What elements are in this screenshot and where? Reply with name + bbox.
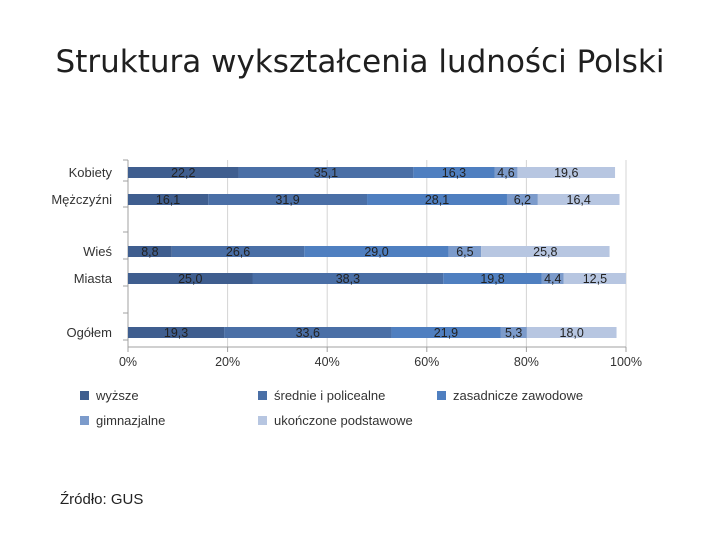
bar-segment xyxy=(128,246,172,257)
data-label: 29,0 xyxy=(364,245,388,259)
category-label: Wieś xyxy=(83,244,112,259)
category-label: Mężczyźni xyxy=(51,192,112,207)
category-label: Miasta xyxy=(74,271,113,286)
data-label: 31,9 xyxy=(275,193,299,207)
x-tick-label: 100% xyxy=(610,355,642,369)
bar-segment xyxy=(526,327,617,338)
bar-segment xyxy=(563,273,626,284)
data-label: 4,6 xyxy=(497,166,514,180)
data-label: 5,3 xyxy=(505,326,522,340)
legend-swatch xyxy=(80,416,89,425)
data-label: 26,6 xyxy=(226,245,250,259)
data-label: 28,1 xyxy=(425,193,449,207)
bar-segment xyxy=(391,327,501,338)
legend-label: zasadnicze zawodowe xyxy=(453,388,584,403)
stacked-bar-chart: 0% 20% 40% 60% 80% 100% Kobiety 22,2 35,1 16,3 4,6… xyxy=(51,159,642,369)
data-label: 8,8 xyxy=(141,245,158,259)
source-note: Źródło: GUS xyxy=(60,491,144,508)
page-title: Struktura wykształcenia ludności Polski xyxy=(55,44,665,80)
bar-segment xyxy=(208,194,368,205)
bar-segment xyxy=(500,327,527,338)
bar-segment xyxy=(304,246,449,257)
legend-item: średnie i policealne xyxy=(258,388,385,403)
legend-label: średnie i policealne xyxy=(274,388,386,403)
data-label: 19,8 xyxy=(480,272,504,286)
bar-segment xyxy=(224,327,392,338)
bar-segment xyxy=(517,167,616,178)
bar-segment xyxy=(506,194,538,205)
data-label: 19,6 xyxy=(554,166,578,180)
legend-item: zasadnicze zawodowe xyxy=(437,388,583,403)
data-label: 25,8 xyxy=(533,245,557,259)
legend-swatch xyxy=(258,416,267,425)
x-tick-label: 0% xyxy=(119,355,137,369)
data-label: 21,9 xyxy=(434,326,458,340)
bar-segment xyxy=(171,246,305,257)
bar-segment xyxy=(537,194,620,205)
bar-segment xyxy=(541,273,564,284)
legend-label: ukończone podstawowe xyxy=(274,413,413,428)
legend-swatch xyxy=(80,391,89,400)
data-label: 25,0 xyxy=(178,272,202,286)
x-tick-label: 20% xyxy=(215,355,240,369)
bar-segment xyxy=(128,327,225,338)
x-tick-label: 80% xyxy=(514,355,539,369)
bar-segment xyxy=(238,167,414,178)
legend-label: wyższe xyxy=(96,388,139,403)
data-label: 4,4 xyxy=(544,272,561,286)
legend-swatch xyxy=(437,391,446,400)
data-label: 16,4 xyxy=(567,193,591,207)
x-tick-label: 60% xyxy=(414,355,439,369)
legend-item: gimnazjalne xyxy=(80,413,165,428)
data-label: 6,5 xyxy=(456,245,473,259)
legend-swatch xyxy=(258,391,267,400)
category-label: Ogółem xyxy=(66,325,112,340)
bar-segment xyxy=(413,167,495,178)
bar-segment xyxy=(443,273,542,284)
data-label: 12,5 xyxy=(583,272,607,286)
data-label: 18,0 xyxy=(560,326,584,340)
data-label: 33,6 xyxy=(296,326,320,340)
legend-item: ukończone podstawowe xyxy=(258,413,413,428)
bar-segment xyxy=(128,273,253,284)
bar-segment xyxy=(481,246,610,257)
data-label: 6,2 xyxy=(514,193,531,207)
data-label: 35,1 xyxy=(314,166,338,180)
bar-segment xyxy=(128,194,209,205)
bar-segment xyxy=(448,246,482,257)
bar-segment xyxy=(128,167,239,178)
data-label: 19,3 xyxy=(164,326,188,340)
data-label: 16,1 xyxy=(156,193,180,207)
bar-segment xyxy=(367,194,507,205)
legend-label: gimnazjalne xyxy=(96,413,166,428)
data-label: 38,3 xyxy=(336,272,360,286)
bar-segment xyxy=(252,273,444,284)
data-label: 22,2 xyxy=(171,166,195,180)
bar-segment xyxy=(494,167,518,178)
data-label: 16,3 xyxy=(442,166,466,180)
legend-item: wyższe xyxy=(80,388,139,403)
x-tick-label: 40% xyxy=(315,355,340,369)
chart-legend: wyższe średnie i policealne zasadnicze zaw… xyxy=(80,388,640,432)
category-label: Kobiety xyxy=(69,165,113,180)
